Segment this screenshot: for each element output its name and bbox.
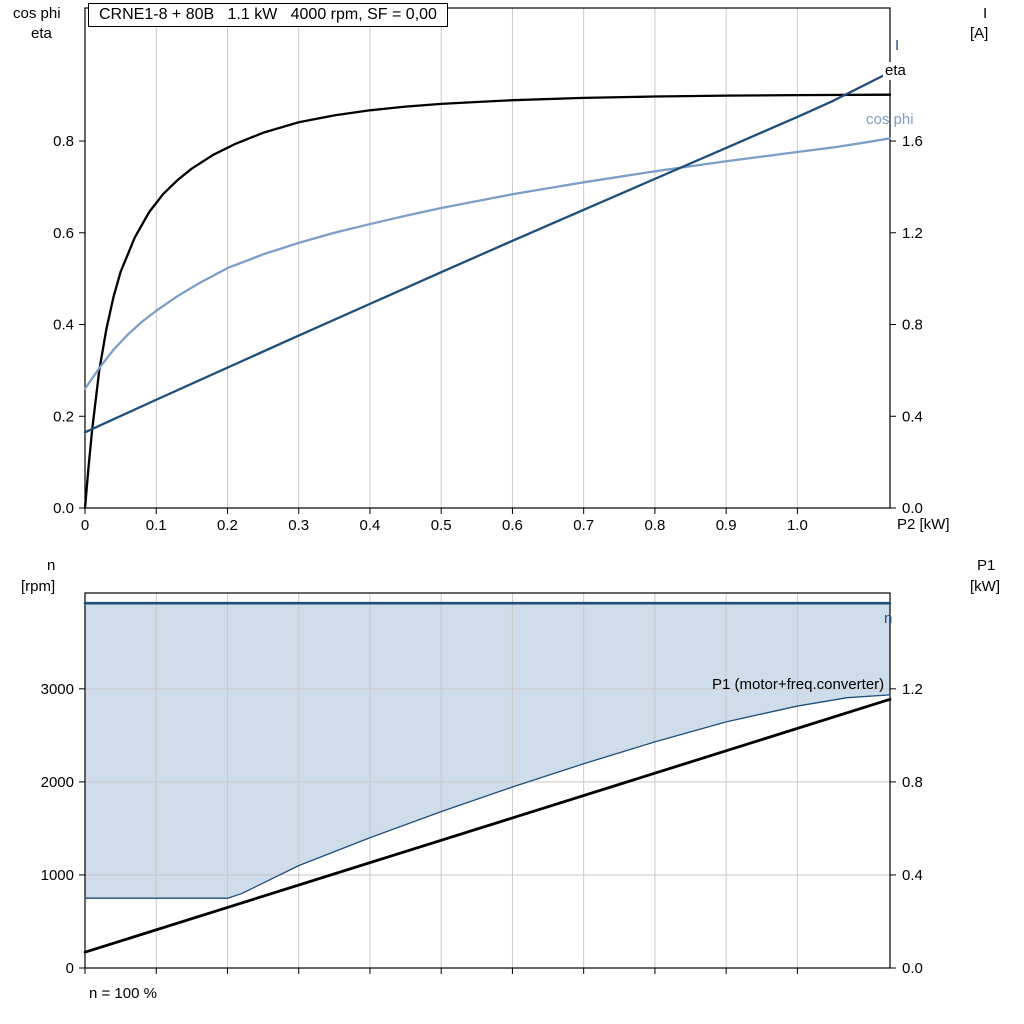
svg-text:0.4: 0.4	[902, 867, 923, 884]
svg-text:1.2: 1.2	[902, 225, 923, 242]
chart-0: 0 0.1 0.2 0.3 0.4 0.5 0.6 0.7 0.8 0.9 1.0 0.0 0.2 0.4…	[53, 7, 923, 534]
bottom-right-axis-unit-kw: [kW]	[970, 578, 1000, 595]
svg-text:0.0: 0.0	[53, 500, 74, 517]
svg-text:0.8: 0.8	[902, 317, 923, 334]
svg-text:0.9: 0.9	[716, 517, 737, 534]
svg-text:0.8: 0.8	[53, 133, 74, 150]
curve-label-cos-phi: cos phi	[866, 111, 914, 128]
svg-text:0.1: 0.1	[146, 517, 167, 534]
curve-label-p1-motor-freq-converter: P1 (motor+freq.converter)	[712, 676, 885, 693]
chart-title: CRNE1-8 + 80B 1.1 kW 4000 rpm, SF = 0,00	[88, 3, 448, 27]
svg-text:0.8: 0.8	[902, 774, 923, 791]
svg-text:0.0: 0.0	[902, 960, 923, 977]
top-left-axis-label-cos-phi: cos phi	[13, 5, 61, 22]
curve-label-eta: eta	[883, 62, 908, 80]
bottom-left-axis-label-n: n	[47, 557, 56, 574]
top-right-axis-unit-ampere: [A]	[970, 25, 989, 42]
svg-text:2000: 2000	[41, 774, 74, 791]
bottom-right-axis-label-p1: P1	[977, 557, 996, 574]
svg-text:1.0: 1.0	[787, 517, 808, 534]
speed-percentage-note: n = 100 %	[89, 985, 157, 1002]
svg-text:0.0: 0.0	[902, 500, 923, 517]
svg-text:0.4: 0.4	[53, 317, 74, 334]
curve-label-speed: n	[884, 610, 893, 627]
chart-1: 0 1000 2000 3000 0.0 0.4 0.8 1.2	[41, 592, 923, 977]
svg-text:0.3: 0.3	[288, 517, 309, 534]
svg-text:0.7: 0.7	[573, 517, 594, 534]
svg-text:1.6: 1.6	[902, 133, 923, 150]
svg-text:0: 0	[66, 960, 74, 977]
top-right-axis-label-current: I	[983, 5, 988, 22]
svg-text:0.6: 0.6	[53, 225, 74, 242]
bottom-left-axis-unit-rpm: [rpm]	[21, 578, 56, 595]
svg-text:1.2: 1.2	[902, 681, 923, 698]
svg-text:0.4: 0.4	[360, 517, 381, 534]
svg-text:0.2: 0.2	[53, 408, 74, 425]
svg-text:1000: 1000	[41, 867, 74, 884]
svg-text:3000: 3000	[41, 681, 74, 698]
svg-text:0: 0	[81, 517, 89, 534]
curve-label-current: I	[895, 37, 900, 54]
svg-text:0.6: 0.6	[502, 517, 523, 534]
svg-text:0.5: 0.5	[431, 517, 452, 534]
top-left-axis-label-eta: eta	[31, 25, 52, 42]
x-axis-label-p2: P2 [kW]	[897, 516, 950, 533]
svg-text:0.8: 0.8	[644, 517, 665, 534]
svg-text:0.2: 0.2	[217, 517, 238, 534]
svg-text:0.4: 0.4	[902, 408, 923, 425]
